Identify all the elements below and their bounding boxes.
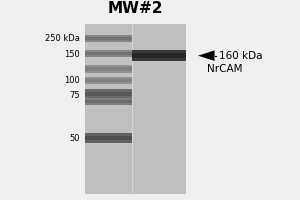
Text: 250 kDa: 250 kDa [45, 34, 80, 43]
Bar [85, 65, 132, 73]
Bar [132, 53, 186, 58]
Polygon shape [198, 50, 214, 61]
Bar [85, 98, 132, 105]
Text: MW#2: MW#2 [108, 1, 164, 16]
Bar [85, 136, 132, 140]
Text: 100: 100 [64, 76, 80, 85]
Bar [85, 89, 132, 99]
Text: 75: 75 [69, 91, 80, 100]
Text: ~ 160 kDa
NrCAM: ~ 160 kDa NrCAM [207, 51, 262, 74]
Bar [85, 52, 132, 55]
Bar [85, 37, 132, 40]
Bar [85, 100, 132, 103]
Text: 150: 150 [64, 50, 80, 59]
Bar [85, 92, 132, 96]
Bar [85, 79, 132, 82]
Text: 50: 50 [69, 134, 80, 143]
Bar [85, 67, 132, 71]
Bar [85, 133, 132, 143]
Bar [85, 77, 132, 84]
Bar [85, 24, 186, 194]
Bar [132, 50, 186, 61]
Bar [85, 50, 132, 57]
Bar [85, 35, 132, 42]
